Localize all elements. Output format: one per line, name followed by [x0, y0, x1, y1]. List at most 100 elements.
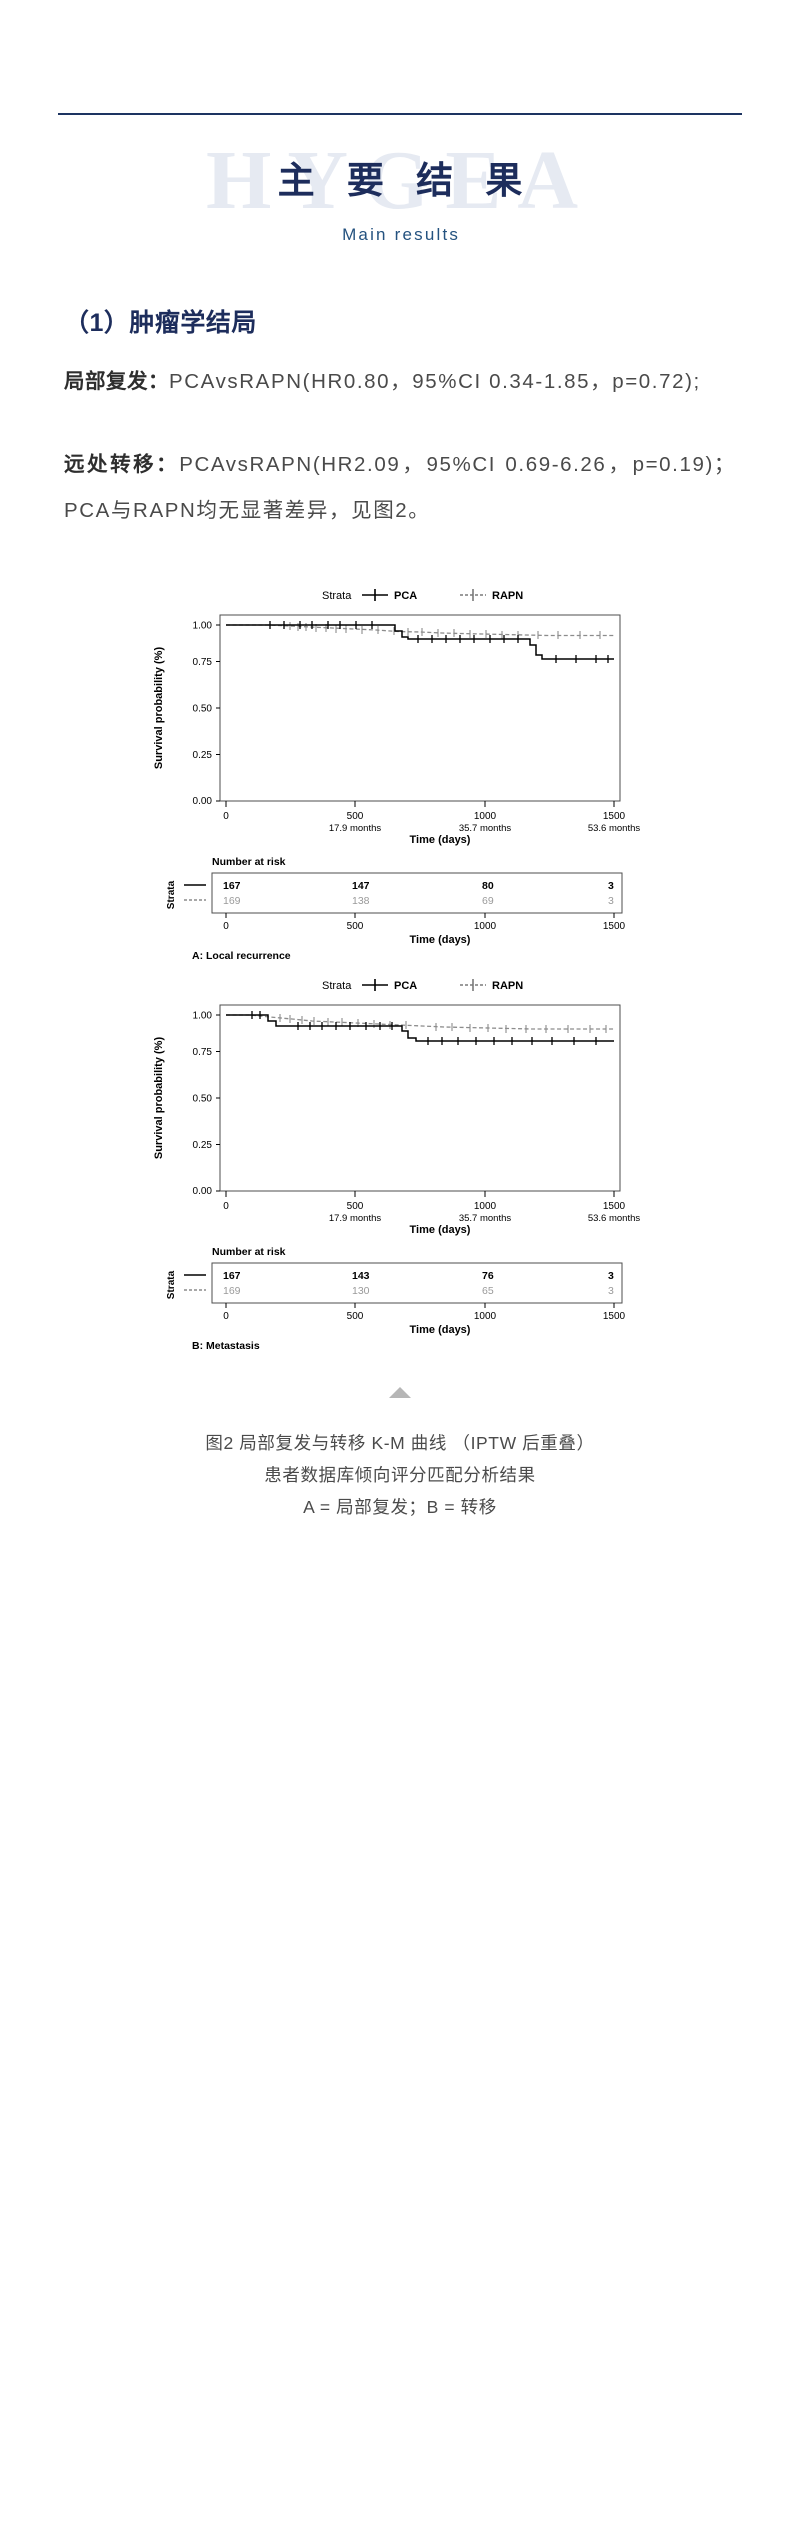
- svg-text:69: 69: [482, 895, 494, 907]
- section-heading: （1）肿瘤学结局: [64, 309, 257, 337]
- svg-text:167: 167: [223, 1270, 241, 1282]
- svg-text:0.00: 0.00: [193, 796, 213, 807]
- km-chart-a: Strata PCA RAPN Survival probability (%)…: [153, 589, 641, 962]
- legend-a: Strata PCA RAPN: [322, 589, 523, 602]
- page-title: 主 要 结 果: [277, 160, 534, 201]
- svg-text:17.9 months: 17.9 months: [329, 1213, 382, 1224]
- figure-kaplan-meier: Strata PCA RAPN Survival probability (%)…: [0, 573, 800, 1524]
- svg-text:17.9 months: 17.9 months: [329, 823, 382, 834]
- paragraph-text-metastasis: PCAvsRAPN(HR2.09，95%CI 0.69-6.26，p=0.19)…: [64, 452, 736, 523]
- series-rapn-b: [226, 1014, 614, 1030]
- y-axis-ticks-a: 0.00 0.25 0.50 0.75 1.00: [193, 621, 220, 807]
- article-content: （1）肿瘤学结局 局部复发：PCAvsRAPN(HR0.80，95%CI 0.3…: [64, 257, 736, 535]
- x-axis-label-b: Time (days): [410, 1224, 471, 1236]
- legend-label-rapn-a: RAPN: [492, 590, 523, 602]
- legend-label-pca-a: PCA: [394, 590, 417, 602]
- svg-text:1500: 1500: [603, 921, 626, 932]
- risk-table-frame-a: [211, 872, 623, 914]
- paragraph-local-recurrence: 局部复发：PCAvsRAPN(HR0.80，95%CI 0.34-1.85，p=…: [64, 359, 736, 406]
- svg-text:65: 65: [482, 1285, 494, 1297]
- header-divider-rule: [58, 113, 742, 115]
- svg-text:1000: 1000: [474, 921, 497, 932]
- bottom-padding: [0, 1524, 800, 1634]
- paragraph-text-local-recurrence: PCAvsRAPN(HR0.80，95%CI 0.34-1.85，p=0.72)…: [169, 370, 701, 393]
- svg-text:35.7 months: 35.7 months: [459, 823, 512, 834]
- svg-text:0.00: 0.00: [193, 1186, 213, 1197]
- legend-label-rapn-b: RAPN: [492, 980, 523, 992]
- svg-text:147: 147: [352, 880, 370, 892]
- series-rapn-a: [226, 624, 614, 637]
- svg-text:3: 3: [608, 1270, 614, 1282]
- km-panel-b: Strata PCA RAPN Survival probability (%)…: [0, 963, 800, 1353]
- risk-table-frame-b: [211, 1262, 623, 1304]
- panel-label-b: B: Metastasis: [192, 1340, 260, 1352]
- risk-table-xlabel-b: Time (days): [410, 1324, 471, 1336]
- km-chart-b: Strata PCA RAPN Survival probability (%)…: [153, 979, 640, 1352]
- svg-text:53.6 months: 53.6 months: [588, 823, 641, 834]
- svg-text:76: 76: [482, 1270, 494, 1282]
- y-axis-ticks-b: 0.00 0.25 0.50 0.75 1.00: [193, 1011, 220, 1197]
- svg-text:130: 130: [352, 1285, 370, 1297]
- svg-text:169: 169: [223, 1285, 241, 1297]
- svg-text:500: 500: [347, 921, 364, 932]
- censor-marks-pca-b: [251, 1011, 597, 1046]
- figure-caption-line-3: A = 局部复发；B = 转移: [303, 1496, 497, 1517]
- series-pca-b: [226, 1014, 614, 1042]
- svg-text:0.25: 0.25: [193, 750, 213, 761]
- svg-text:0.75: 0.75: [193, 1047, 213, 1058]
- plot-frame-b: [219, 1004, 621, 1192]
- svg-text:3: 3: [608, 895, 614, 907]
- figure-caption-line-2: 患者数据库倾向评分匹配分析结果: [264, 1465, 536, 1486]
- svg-text:3: 3: [608, 1285, 614, 1297]
- paragraph-metastasis: 远处转移：PCAvsRAPN(HR2.09，95%CI 0.69-6.26，p=…: [64, 442, 736, 535]
- svg-text:1000: 1000: [474, 811, 497, 822]
- legend-label-pca-b: PCA: [394, 980, 417, 992]
- svg-text:1500: 1500: [603, 1311, 626, 1322]
- risk-table-title-a: Number at risk: [212, 856, 286, 868]
- y-axis-label-b: Survival probability (%): [153, 1037, 165, 1160]
- paragraph-label-metastasis: 远处转移：: [64, 452, 180, 476]
- paragraph-spacer: [64, 412, 736, 442]
- svg-text:169: 169: [223, 895, 241, 907]
- plot-frame-a: [219, 614, 621, 802]
- svg-text:1500: 1500: [603, 811, 626, 822]
- x-axis-label-a: Time (days): [410, 834, 471, 846]
- figure-caption-line-1: 图2 局部复发与转移 K-M 曲线 （IPTW 后重叠）: [205, 1433, 595, 1454]
- svg-text:35.7 months: 35.7 months: [459, 1213, 512, 1224]
- scroll-up-triangle-icon: [389, 1387, 411, 1399]
- svg-text:500: 500: [347, 811, 364, 822]
- paragraph-label-local-recurrence: 局部复发：: [64, 370, 169, 393]
- svg-text:0.25: 0.25: [193, 1140, 213, 1151]
- legend-title-b: Strata: [322, 980, 352, 992]
- risk-table-a: Number at risk Strata 167 147 80 3 169 1…: [166, 856, 626, 946]
- svg-text:500: 500: [347, 1201, 364, 1212]
- svg-text:0: 0: [223, 811, 229, 822]
- figure-caption: 图2 局部复发与转移 K-M 曲线 （IPTW 后重叠） 患者数据库倾向评分匹配…: [60, 1428, 740, 1524]
- svg-text:500: 500: [347, 1311, 364, 1322]
- title-block: HYGEA 主 要 结 果 Main results: [0, 137, 800, 257]
- svg-text:138: 138: [352, 895, 370, 907]
- svg-text:0: 0: [223, 1311, 229, 1322]
- svg-text:1500: 1500: [603, 1201, 626, 1212]
- legend-title-a: Strata: [322, 590, 352, 602]
- svg-text:0.75: 0.75: [193, 657, 213, 668]
- svg-text:0: 0: [223, 921, 229, 932]
- risk-table-xlabel-a: Time (days): [410, 934, 471, 946]
- y-axis-label-a: Survival probability (%): [153, 647, 165, 770]
- svg-text:0.50: 0.50: [193, 1094, 213, 1105]
- risk-table-title-b: Number at risk: [212, 1246, 286, 1258]
- svg-text:167: 167: [223, 880, 241, 892]
- svg-text:3: 3: [608, 880, 614, 892]
- svg-text:143: 143: [352, 1270, 370, 1282]
- risk-table-b: Number at risk Strata 167 143 76 3 169 1…: [166, 1246, 626, 1336]
- svg-text:0.50: 0.50: [193, 704, 213, 715]
- svg-text:53.6 months: 53.6 months: [588, 1213, 641, 1224]
- x-axis-b: 0 500 17.9 months 1000 35.7 months 1500 …: [223, 1191, 640, 1236]
- panel-label-a: A: Local recurrence: [192, 950, 291, 962]
- km-panel-a: Strata PCA RAPN Survival probability (%)…: [0, 573, 800, 963]
- svg-text:1000: 1000: [474, 1201, 497, 1212]
- brand-watermark: HYGEA: [205, 134, 595, 227]
- page-root: HYGEA 主 要 结 果 Main results （1）肿瘤学结局 局部复发…: [0, 113, 800, 1634]
- svg-text:0: 0: [223, 1201, 229, 1212]
- series-pca-a: [226, 624, 614, 660]
